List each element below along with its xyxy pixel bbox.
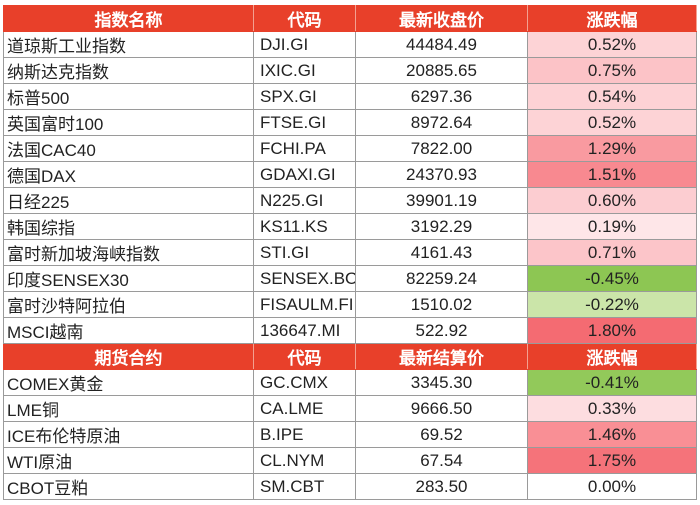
code-cell: SM.CBT	[253, 473, 356, 500]
data-row: 英国富时100 FTSE.GI 8972.64 0.52%	[3, 109, 697, 136]
name-cell: 纳斯达克指数	[3, 57, 254, 84]
data-row: 法国CAC40 FCHI.PA 7822.00 1.29%	[3, 135, 697, 162]
change-cell: 0.60%	[527, 187, 697, 214]
name-cell: ICE布伦特原油	[3, 421, 254, 448]
name-cell: CBOT豆粕	[3, 473, 254, 500]
name-cell: 德国DAX	[3, 161, 254, 188]
market-table: 指数名称 代码 最新收盘价 涨跌幅 道琼斯工业指数 DJI.GI 44484.49 0.52%…	[3, 5, 697, 500]
change-cell: -0.41%	[527, 369, 697, 396]
data-row: 韩国综指 KS11.KS 3192.29 0.19%	[3, 213, 697, 240]
code-cell: FISAULM.FI	[253, 291, 356, 318]
change-cell: 0.71%	[527, 239, 697, 266]
price-cell: 522.92	[355, 317, 528, 344]
change-cell: 1.75%	[527, 447, 697, 474]
code-cell: SENSEX.BO	[253, 265, 356, 292]
data-row: WTI原油 CL.NYM 67.54 1.75%	[3, 447, 697, 474]
change-cell: 0.54%	[527, 83, 697, 110]
price-cell: 24370.93	[355, 161, 528, 188]
code-cell: FCHI.PA	[253, 135, 356, 162]
change-cell: 0.00%	[527, 473, 697, 500]
data-row: 标普500 SPX.GI 6297.36 0.54%	[3, 83, 697, 110]
data-row: LME铜 CA.LME 9666.50 0.33%	[3, 395, 697, 422]
data-row: ICE布伦特原油 B.IPE 69.52 1.46%	[3, 421, 697, 448]
change-cell: 0.52%	[527, 31, 697, 58]
header-cell: 最新收盘价	[355, 5, 528, 32]
price-cell: 39901.19	[355, 187, 528, 214]
change-cell: 1.51%	[527, 161, 697, 188]
header-cell: 期货合约	[3, 343, 254, 370]
change-cell: 1.46%	[527, 421, 697, 448]
code-cell: STI.GI	[253, 239, 356, 266]
name-cell: 日经225	[3, 187, 254, 214]
name-cell: 富时新加坡海峡指数	[3, 239, 254, 266]
code-cell: IXIC.GI	[253, 57, 356, 84]
price-cell: 283.50	[355, 473, 528, 500]
code-cell: DJI.GI	[253, 31, 356, 58]
name-cell: 富时沙特阿拉伯	[3, 291, 254, 318]
price-cell: 9666.50	[355, 395, 528, 422]
header-cell: 指数名称	[3, 5, 254, 32]
name-cell: WTI原油	[3, 447, 254, 474]
change-cell: 1.80%	[527, 317, 697, 344]
change-cell: -0.22%	[527, 291, 697, 318]
change-cell: 0.52%	[527, 109, 697, 136]
header-cell: 最新结算价	[355, 343, 528, 370]
header-cell: 代码	[253, 343, 356, 370]
header-row: 期货合约 代码 最新结算价 涨跌幅	[3, 343, 697, 370]
data-row: MSCI越南 136647.MI 522.92 1.80%	[3, 317, 697, 344]
name-cell: MSCI越南	[3, 317, 254, 344]
data-row: 日经225 N225.GI 39901.19 0.60%	[3, 187, 697, 214]
code-cell: CA.LME	[253, 395, 356, 422]
data-row: 纳斯达克指数 IXIC.GI 20885.65 0.75%	[3, 57, 697, 84]
name-cell: LME铜	[3, 395, 254, 422]
code-cell: FTSE.GI	[253, 109, 356, 136]
change-cell: -0.45%	[527, 265, 697, 292]
price-cell: 67.54	[355, 447, 528, 474]
name-cell: 法国CAC40	[3, 135, 254, 162]
data-row: 富时新加坡海峡指数 STI.GI 4161.43 0.71%	[3, 239, 697, 266]
data-row: 印度SENSEX30 SENSEX.BO 82259.24 -0.45%	[3, 265, 697, 292]
price-cell: 82259.24	[355, 265, 528, 292]
name-cell: 标普500	[3, 83, 254, 110]
price-cell: 1510.02	[355, 291, 528, 318]
price-cell: 7822.00	[355, 135, 528, 162]
code-cell: KS11.KS	[253, 213, 356, 240]
header-cell: 代码	[253, 5, 356, 32]
header-row: 指数名称 代码 最新收盘价 涨跌幅	[3, 5, 697, 32]
code-cell: B.IPE	[253, 421, 356, 448]
change-cell: 0.19%	[527, 213, 697, 240]
price-cell: 8972.64	[355, 109, 528, 136]
name-cell: 道琼斯工业指数	[3, 31, 254, 58]
data-row: 道琼斯工业指数 DJI.GI 44484.49 0.52%	[3, 31, 697, 58]
name-cell: 英国富时100	[3, 109, 254, 136]
price-cell: 69.52	[355, 421, 528, 448]
price-cell: 20885.65	[355, 57, 528, 84]
price-cell: 44484.49	[355, 31, 528, 58]
price-cell: 3345.30	[355, 369, 528, 396]
header-cell: 涨跌幅	[527, 5, 697, 32]
code-cell: CL.NYM	[253, 447, 356, 474]
change-cell: 0.33%	[527, 395, 697, 422]
data-row: 德国DAX GDAXI.GI 24370.93 1.51%	[3, 161, 697, 188]
price-cell: 6297.36	[355, 83, 528, 110]
code-cell: 136647.MI	[253, 317, 356, 344]
change-cell: 0.75%	[527, 57, 697, 84]
code-cell: N225.GI	[253, 187, 356, 214]
data-row: COMEX黄金 GC.CMX 3345.30 -0.41%	[3, 369, 697, 396]
header-cell: 涨跌幅	[527, 343, 697, 370]
data-row: 富时沙特阿拉伯 FISAULM.FI 1510.02 -0.22%	[3, 291, 697, 318]
name-cell: 印度SENSEX30	[3, 265, 254, 292]
name-cell: 韩国综指	[3, 213, 254, 240]
code-cell: SPX.GI	[253, 83, 356, 110]
change-cell: 1.29%	[527, 135, 697, 162]
price-cell: 4161.43	[355, 239, 528, 266]
price-cell: 3192.29	[355, 213, 528, 240]
table-wrap: 指数名称 代码 最新收盘价 涨跌幅 道琼斯工业指数 DJI.GI 44484.49 0.52%…	[3, 5, 697, 500]
code-cell: GC.CMX	[253, 369, 356, 396]
name-cell: COMEX黄金	[3, 369, 254, 396]
data-row: CBOT豆粕 SM.CBT 283.50 0.00%	[3, 473, 697, 500]
code-cell: GDAXI.GI	[253, 161, 356, 188]
